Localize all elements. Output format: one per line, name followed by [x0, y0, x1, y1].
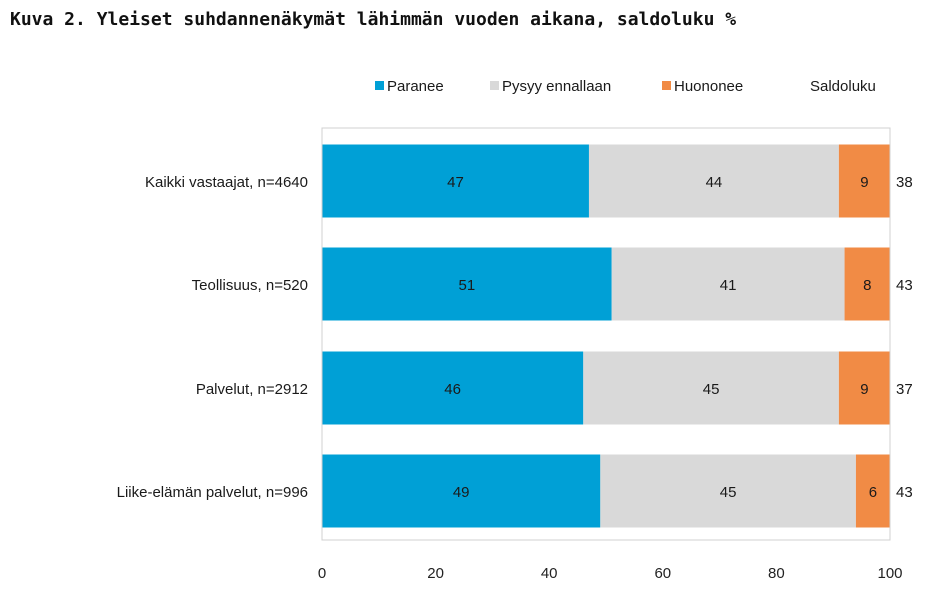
bar-segment — [611, 247, 845, 321]
x-axis: 0 20 40 60 80 100 — [318, 127, 903, 582]
saldoluku-value: 43 — [896, 277, 913, 294]
bar-segment — [600, 454, 856, 528]
category-label: Liike-elämän palvelut, n=996 — [117, 484, 308, 501]
bar-segment — [583, 351, 839, 425]
bar-segment — [838, 144, 890, 218]
bar-segment — [322, 454, 601, 528]
saldoluku-value: 38 — [896, 174, 913, 191]
legend-label: Huononee — [674, 78, 743, 95]
data-label: 9 — [860, 174, 868, 191]
data-label: 8 — [863, 277, 871, 294]
data-label: 45 — [703, 381, 720, 398]
legend-label: Paranee — [387, 78, 444, 95]
bar-segment — [838, 351, 890, 425]
bar-segment — [322, 351, 584, 425]
category-label: Palvelut, n=2912 — [196, 381, 308, 398]
x-tick-label: 40 — [541, 565, 558, 582]
x-tick-label: 80 — [768, 565, 785, 582]
legend: Paranee Pysyy ennallaan Huononee Saldoluku — [375, 78, 876, 95]
data-label: 6 — [869, 484, 877, 501]
data-label: 41 — [720, 277, 737, 294]
category-label: Kaikki vastaajat, n=4640 — [145, 174, 308, 191]
plot-frame — [321, 127, 891, 541]
category-labels: Kaikki vastaajat, n=4640 Teollisuus, n=52… — [117, 174, 308, 501]
data-label: 45 — [720, 484, 737, 501]
data-label: 51 — [458, 277, 475, 294]
saldoluku-value: 43 — [896, 484, 913, 501]
bar-segment — [855, 454, 890, 528]
data-label: 49 — [453, 484, 470, 501]
data-label: 46 — [444, 381, 461, 398]
x-tick-label: 20 — [427, 565, 444, 582]
legend-swatch — [375, 81, 384, 90]
legend-saldoluku: Saldoluku — [810, 78, 876, 95]
data-label: 47 — [447, 174, 464, 191]
x-tick-label: 100 — [877, 565, 902, 582]
saldoluku-labels: 38 43 37 43 — [896, 174, 913, 501]
legend-label: Pysyy ennallaan — [502, 78, 611, 95]
data-label: 9 — [860, 381, 868, 398]
bar-segment — [322, 144, 589, 218]
data-label: 44 — [706, 174, 723, 191]
x-tick-label: 60 — [654, 565, 671, 582]
legend-swatch — [662, 81, 671, 90]
bar-segment — [588, 144, 839, 218]
bar-segment — [844, 247, 890, 321]
bar-segment — [322, 247, 612, 321]
category-label: Teollisuus, n=520 — [192, 277, 308, 294]
saldoluku-value: 37 — [896, 381, 913, 398]
bars: 47 44 9 51 41 8 46 45 9 49 45 6 — [322, 144, 890, 528]
legend-swatch — [490, 81, 499, 90]
chart-title: Kuva 2. Yleiset suhdannenäkymät lähimmän… — [10, 9, 737, 30]
x-tick-label: 0 — [318, 565, 326, 582]
